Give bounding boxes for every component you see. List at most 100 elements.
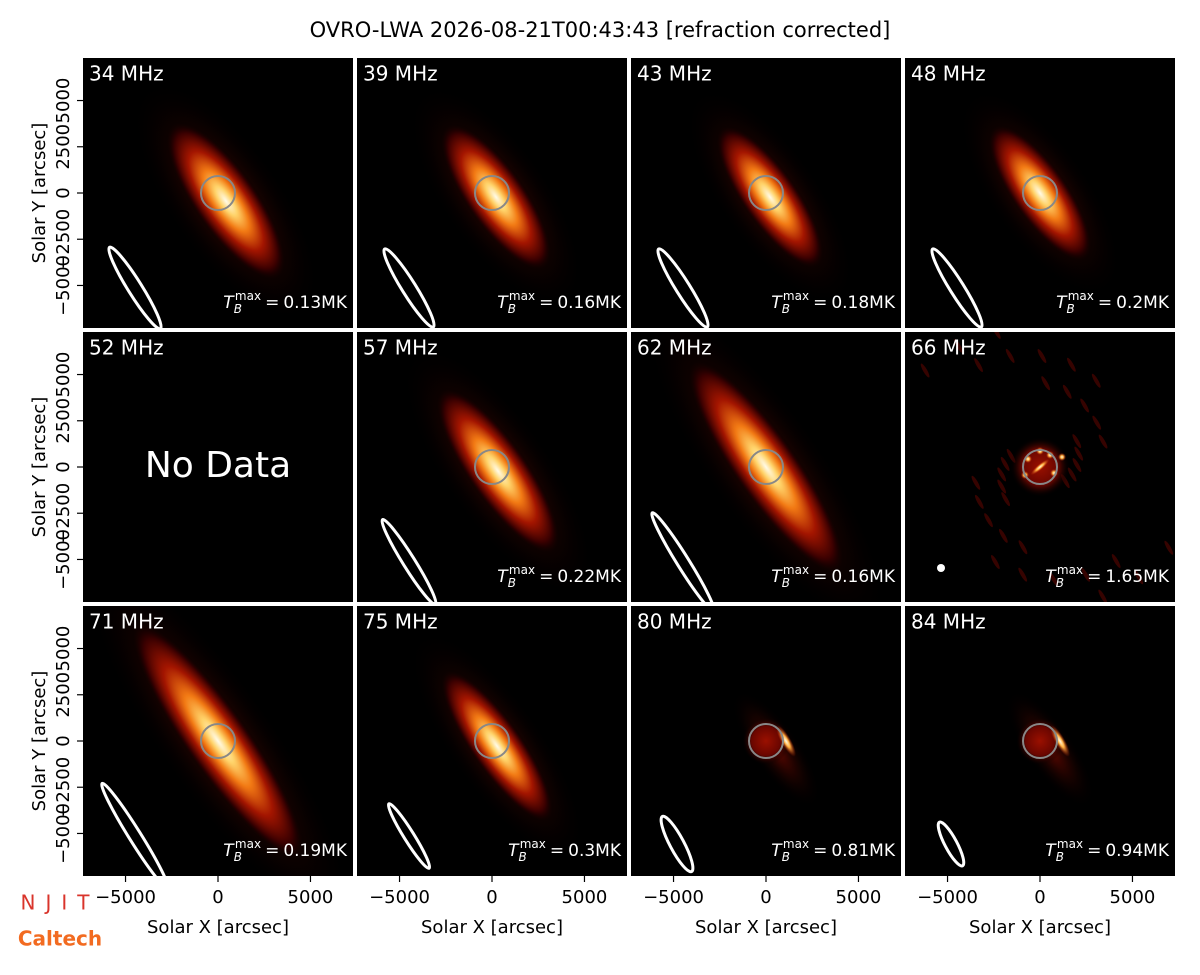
speckle [1092,415,1102,430]
panel-title: 52 MHz [89,336,164,360]
x-axis-label: Solar X [arcsec] [421,917,563,938]
tmax-value: 0.3MK [568,841,622,861]
solar-disk [748,723,784,759]
tmax-value: 0.22MK [557,567,622,587]
x-tick-label: 5000 [1110,887,1156,908]
x-axis-label: Solar X [arcsec] [147,917,289,938]
tmax-subscript: B [234,302,242,316]
beam [100,781,170,876]
tmax-superscript: max [1068,289,1094,303]
tmax-value: 0.16MK [831,567,896,587]
tmax-subscript: B [234,850,242,864]
emission [165,121,287,281]
no-data-label: No Data [145,445,291,486]
panel [631,58,901,328]
tmax-superscript: max [235,289,261,303]
y-tick-label: 2500 [53,124,74,170]
panel-title: 39 MHz [363,62,438,86]
panel [905,606,1175,876]
panel [905,58,1175,328]
y-tick-label: −2500 [53,757,74,818]
tmax-symbol: T [497,293,509,313]
y-tick-label: 2500 [53,672,74,718]
speckle [1001,492,1011,507]
tmax-label: TBmax = 0.18MK [771,289,896,316]
speckle [1067,467,1077,482]
panel [905,332,1175,602]
tmax-subscript: B [519,850,527,864]
panel-title: 62 MHz [637,336,712,360]
tmax-equals: = [1087,841,1101,861]
panel-title: 66 MHz [911,336,986,360]
y-tick-label: −5000 [53,529,74,590]
tmax-equals: = [539,567,553,587]
speckle [1000,456,1010,471]
emission [435,387,561,555]
speckle [1098,589,1108,602]
tmax-superscript: max [783,837,809,851]
speckle [991,332,1001,339]
tmax-subscript: B [1056,576,1064,590]
tmax-equals: = [813,841,827,861]
tmax-value: 0.81MK [831,841,896,861]
tmax-subscript: B [508,576,516,590]
figure-title: OVRO-LWA 2026-08-21T00:43:43 [refraction… [310,18,891,42]
x-tick-label: −5000 [643,887,704,908]
panel-title: 43 MHz [637,62,712,86]
panel [83,332,353,602]
panel [631,332,901,602]
beam [107,245,163,328]
emission-spot [1058,453,1066,461]
y-tick-label: 0 [53,187,74,198]
tmax-label: TBmax = 0.19MK [223,837,348,864]
tmax-equals: = [813,293,827,313]
panel-title: 57 MHz [363,336,438,360]
tmax-symbol: T [771,567,783,587]
panel [357,58,627,328]
tmax-subscript: B [1056,850,1064,864]
panel-background [83,332,353,602]
tmax-value: 0.94MK [1105,841,1170,861]
panel [357,332,627,602]
y-axis-label: Solar Y [arcsec] [29,397,50,538]
tmax-superscript: max [1057,563,1083,577]
emission [440,669,554,823]
beam [386,802,432,870]
speckle [1062,384,1072,399]
tmax-superscript: max [509,289,535,303]
tmax-symbol: T [223,293,235,313]
panel-title: 80 MHz [637,610,712,634]
speckle [974,494,984,509]
tmax-subscript: B [782,576,790,590]
tmax-value: 0.13MK [283,293,348,313]
tmax-subscript: B [1067,302,1075,316]
speckle [997,479,1007,494]
x-tick-label: 0 [212,887,223,908]
tmax-label: TBmax = 0.3MK [508,837,622,864]
y-tick-label: −5000 [53,255,74,316]
solar-disk [200,175,236,211]
tmax-value: 0.16MK [557,293,622,313]
y-axis-label: Solar Y [arcsec] [29,123,50,264]
tmax-equals: = [550,841,564,861]
emission [686,358,846,576]
tmax-label: TBmax = 0.81MK [771,837,896,864]
solar-disk [748,449,784,485]
solar-disk [1022,449,1058,485]
tmax-subscript: B [782,302,790,316]
tmax-equals: = [1087,567,1101,587]
y-axis-label: Solar Y [arcsec] [29,671,50,812]
speckle [974,358,983,373]
speckle [1067,357,1076,372]
speckle [1037,349,1047,364]
beam [650,511,716,602]
beam [380,517,438,602]
tmax-equals: = [1098,293,1112,313]
beam [382,247,436,328]
speckle [1080,398,1089,413]
x-tick-label: 5000 [288,887,334,908]
speckle [1091,373,1101,388]
beam [930,247,984,328]
emission [439,122,553,272]
